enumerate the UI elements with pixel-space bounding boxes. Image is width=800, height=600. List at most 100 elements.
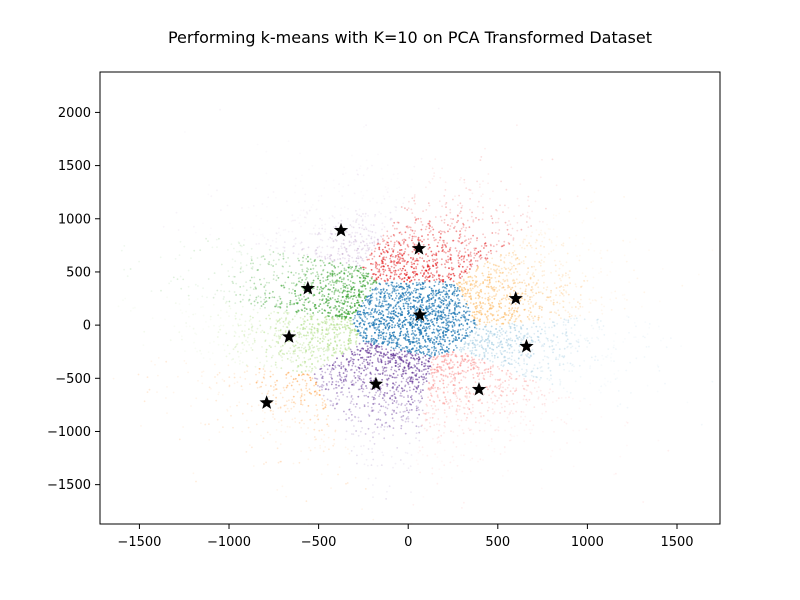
scatter-point [504,279,507,282]
scatter-point [567,311,570,314]
scatter-point [320,287,323,290]
scatter-point [456,297,459,300]
scatter-point [496,290,499,293]
scatter-point [334,305,337,307]
scatter-point [418,409,420,411]
scatter-point [394,462,397,465]
scatter-point [517,282,519,285]
scatter-point [246,252,249,255]
scatter-point [452,365,454,368]
scatter-point [330,400,333,403]
scatter-point [502,330,505,332]
scatter-point [332,364,334,366]
scatter-point [318,309,321,312]
scatter-point [611,261,613,264]
scatter-point [480,415,482,418]
scatter-point [196,350,199,353]
scatter-point [349,410,352,413]
scatter-point [312,264,314,267]
scatter-point [383,324,386,326]
scatter-point [382,195,385,198]
scatter-point [363,463,366,466]
scatter-point [485,253,488,256]
scatter-point [531,210,533,213]
scatter-point [301,393,303,395]
scatter-point [350,276,353,278]
scatter-point [326,257,329,259]
scatter-point [373,215,376,218]
scatter-point [253,337,256,340]
scatter-point [607,380,609,383]
scatter-point [417,399,420,402]
scatter-point [336,395,339,397]
scatter-point [235,294,238,296]
scatter-point [377,411,380,414]
scatter-point [269,433,272,436]
scatter-point [393,411,395,413]
scatter-point [370,380,372,383]
scatter-point [255,373,257,376]
scatter-point [324,223,327,226]
scatter-point [308,300,311,303]
scatter-point [333,387,335,390]
scatter-point [548,326,550,329]
scatter-point [369,242,371,245]
scatter-point [416,263,419,266]
scatter-point [447,255,449,258]
scatter-point [367,477,370,480]
scatter-point [361,362,364,365]
scatter-point [311,354,314,356]
scatter-point [322,380,325,383]
scatter-point [445,290,448,293]
scatter-point [407,383,410,386]
scatter-point [344,438,347,441]
scatter-point [305,270,308,273]
scatter-point [446,376,449,379]
scatter-point [543,281,545,284]
scatter-point [374,353,377,355]
scatter-point [279,234,282,237]
scatter-point [566,390,568,393]
scatter-point [513,425,516,428]
scatter-point [427,248,430,250]
scatter-point [402,259,405,261]
scatter-point [389,257,391,260]
scatter-point [272,373,274,376]
scatter-point [321,246,324,249]
scatter-point [453,304,456,307]
scatter-point [391,376,394,379]
scatter-point [523,247,526,250]
scatter-point [355,296,358,299]
scatter-point [539,325,541,328]
scatter-point [380,235,383,238]
scatter-point [494,402,496,405]
scatter-point [519,320,522,322]
scatter-point [498,302,500,305]
scatter-point [395,387,398,390]
scatter-point [398,305,400,308]
scatter-point [386,164,389,167]
scatter-point [680,345,682,347]
scatter-point [418,282,421,284]
scatter-point [350,381,353,383]
scatter-point [459,263,462,266]
scatter-point [331,270,334,272]
scatter-point [462,257,465,260]
scatter-point [342,295,344,298]
scatter-point [348,452,351,455]
scatter-point [340,287,342,290]
scatter-point [634,217,637,220]
scatter-point [345,297,348,300]
scatter-point [537,386,540,388]
scatter-point [264,294,267,296]
scatter-point [513,271,515,274]
scatter-point [333,335,336,338]
scatter-point [522,418,525,421]
scatter-point [362,302,365,304]
scatter-point [365,385,367,387]
scatter-point [478,412,481,414]
scatter-point [420,370,423,372]
scatter-point [470,215,473,218]
scatter-point [483,393,485,395]
scatter-point [454,195,456,198]
